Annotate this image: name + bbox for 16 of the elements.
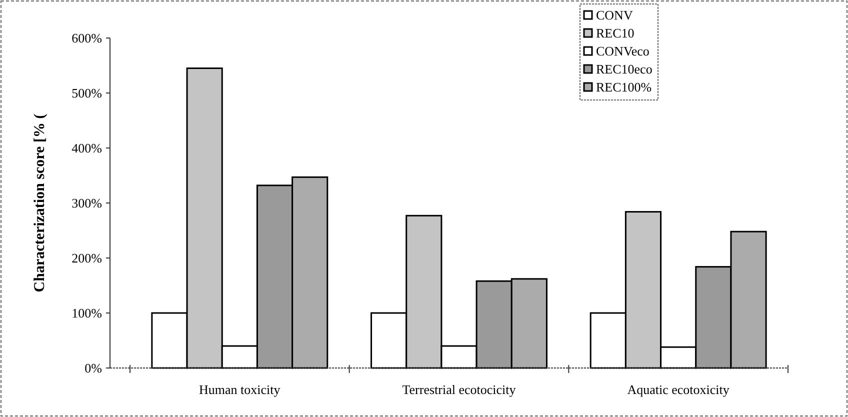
y-axis-title: Characterization score [% ( (32, 114, 48, 292)
legend-label: CONVeco (596, 44, 650, 59)
legend-label: CONV (596, 8, 634, 23)
y-tick-label: 400% (72, 140, 102, 156)
y-tick-label: 200% (72, 250, 102, 266)
legend-label: REC100% (596, 80, 652, 95)
y-tick-label: 0% (84, 360, 102, 376)
x-tick-label: Terrestrial ecotocicity (402, 382, 516, 397)
legend-label: REC10eco (596, 62, 652, 77)
x-tick-label: Human toxicity (199, 382, 281, 397)
y-tick-label: 300% (72, 196, 102, 211)
y-tick-label: 100% (72, 306, 102, 321)
y-tick-label: 600% (72, 30, 102, 46)
legend-label: REC10 (596, 26, 634, 41)
y-tick-label: 500% (72, 86, 102, 101)
x-tick-label: Aquatic ecotoxicity (627, 382, 730, 397)
